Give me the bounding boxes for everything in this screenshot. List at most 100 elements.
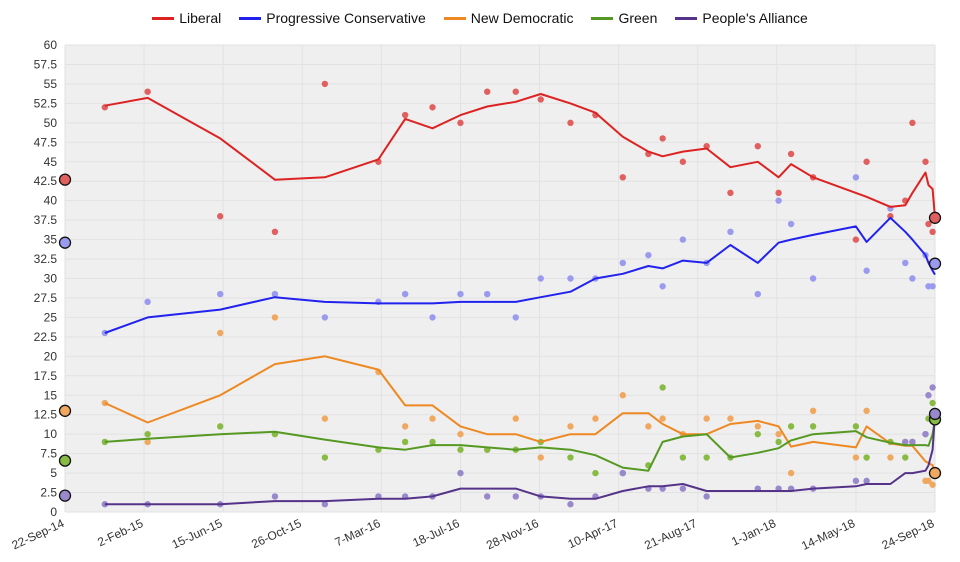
poll-dot xyxy=(863,454,870,461)
poll-dot xyxy=(787,469,795,477)
x-tick-label: 10-Apr-17 xyxy=(566,516,621,551)
poll-dot xyxy=(321,454,329,461)
poll-dot xyxy=(909,438,916,446)
poll-dot xyxy=(567,501,574,508)
poll-dot xyxy=(809,407,817,415)
legend-swatch xyxy=(675,16,698,20)
trend-line-liberal xyxy=(104,93,936,218)
legend-label: Green xyxy=(618,10,658,26)
trend-line-progressive-conservative xyxy=(104,216,936,334)
y-tick-label: 10 xyxy=(44,427,58,441)
poll-dot xyxy=(922,158,929,165)
poll-dot xyxy=(619,259,626,267)
poll-dot xyxy=(512,88,519,95)
poll-dot xyxy=(321,415,329,422)
poll-dot xyxy=(271,314,279,321)
poll-dot xyxy=(754,430,761,438)
poll-dot xyxy=(457,290,464,298)
y-tick-label: 15 xyxy=(44,388,58,402)
poll-dot xyxy=(679,158,687,165)
y-tick-label: 17.5 xyxy=(34,369,58,383)
legend-item: People's Alliance xyxy=(675,10,808,26)
y-tick-label: 40 xyxy=(44,194,58,208)
legend-swatch xyxy=(239,16,262,20)
poll-dots-people-s-alliance xyxy=(101,384,936,508)
y-tick-label: 5 xyxy=(50,466,57,480)
poll-dot xyxy=(902,259,909,267)
poll-dot xyxy=(929,283,936,290)
x-tick-label: 7-Mar-16 xyxy=(333,516,383,549)
x-tick-label: 24-Sep-18 xyxy=(880,516,937,553)
poll-dot xyxy=(592,415,599,422)
poll-dot xyxy=(909,275,916,282)
poll-dot xyxy=(887,213,894,220)
poll-dot xyxy=(929,228,936,235)
poll-dot xyxy=(775,438,782,446)
poll-dot xyxy=(679,236,687,243)
poll-dot xyxy=(567,275,574,282)
poll-dot xyxy=(619,174,626,181)
poll-dot xyxy=(727,189,734,197)
poll-dot xyxy=(401,423,409,430)
y-tick-label: 12.5 xyxy=(34,408,58,422)
legend-swatch xyxy=(152,16,175,20)
legend-item: Progressive Conservative xyxy=(239,10,426,26)
poll-dot xyxy=(217,329,224,337)
x-tick-label: 22-Sep-14 xyxy=(10,516,67,553)
poll-dot xyxy=(537,96,544,103)
y-tick-label: 45 xyxy=(44,155,58,169)
election-result-marker xyxy=(928,466,942,480)
legend-swatch xyxy=(443,16,466,20)
previous-election-marker xyxy=(58,173,72,186)
poll-dot xyxy=(429,314,436,321)
legend-item: New Democratic xyxy=(443,10,574,26)
previous-election-marker xyxy=(58,236,72,249)
poll-dot xyxy=(144,438,151,446)
poll-dot xyxy=(703,454,710,461)
poll-dots-progressive-conservative xyxy=(101,174,936,337)
poll-dot xyxy=(401,438,409,446)
previous-election-marker xyxy=(58,454,72,467)
poll-dot xyxy=(217,213,224,220)
poll-dot xyxy=(679,485,687,492)
poll-dot xyxy=(727,228,734,235)
poll-dot xyxy=(271,228,279,235)
election-result-marker xyxy=(928,407,942,421)
poll-dot xyxy=(787,150,795,158)
legend-label: Liberal xyxy=(179,10,222,26)
poll-dot xyxy=(321,80,329,88)
poll-dot xyxy=(703,415,710,422)
poll-dot xyxy=(512,415,519,422)
legend-item: Green xyxy=(591,10,657,26)
poll-dot xyxy=(809,423,817,430)
poll-dot xyxy=(401,111,409,119)
poll-dot xyxy=(787,423,795,430)
x-tick-label: 1-Jan-18 xyxy=(729,516,778,549)
election-result-marker xyxy=(928,257,942,270)
y-tick-label: 60 xyxy=(44,38,58,52)
x-tick-label: 14-May-18 xyxy=(799,516,857,553)
poll-dot xyxy=(922,430,929,438)
poll-dot xyxy=(592,469,599,477)
poll-dot xyxy=(775,430,782,438)
x-tick-label: 21-Aug-17 xyxy=(642,516,699,553)
poll-dot xyxy=(775,189,782,197)
poll-dot xyxy=(457,469,464,477)
poll-dot xyxy=(567,119,574,127)
poll-dots-liberal xyxy=(101,80,936,243)
poll-dot xyxy=(925,220,932,228)
x-tick-label: 2-Feb-15 xyxy=(95,516,145,549)
poll-dot xyxy=(727,415,734,422)
poll-dot xyxy=(754,290,761,298)
poll-dot xyxy=(537,275,544,282)
legend-label: New Democratic xyxy=(470,10,574,26)
y-tick-label: 32.5 xyxy=(34,252,58,266)
y-tick-label: 42.5 xyxy=(34,174,58,188)
y-tick-label: 30 xyxy=(44,272,58,286)
poll-dot xyxy=(217,423,224,430)
legend: Liberal Progressive Conservative New Democ… xyxy=(0,10,960,26)
poll-dot xyxy=(852,174,860,181)
poll-dot xyxy=(484,493,491,500)
y-tick-label: 47.5 xyxy=(34,135,58,149)
